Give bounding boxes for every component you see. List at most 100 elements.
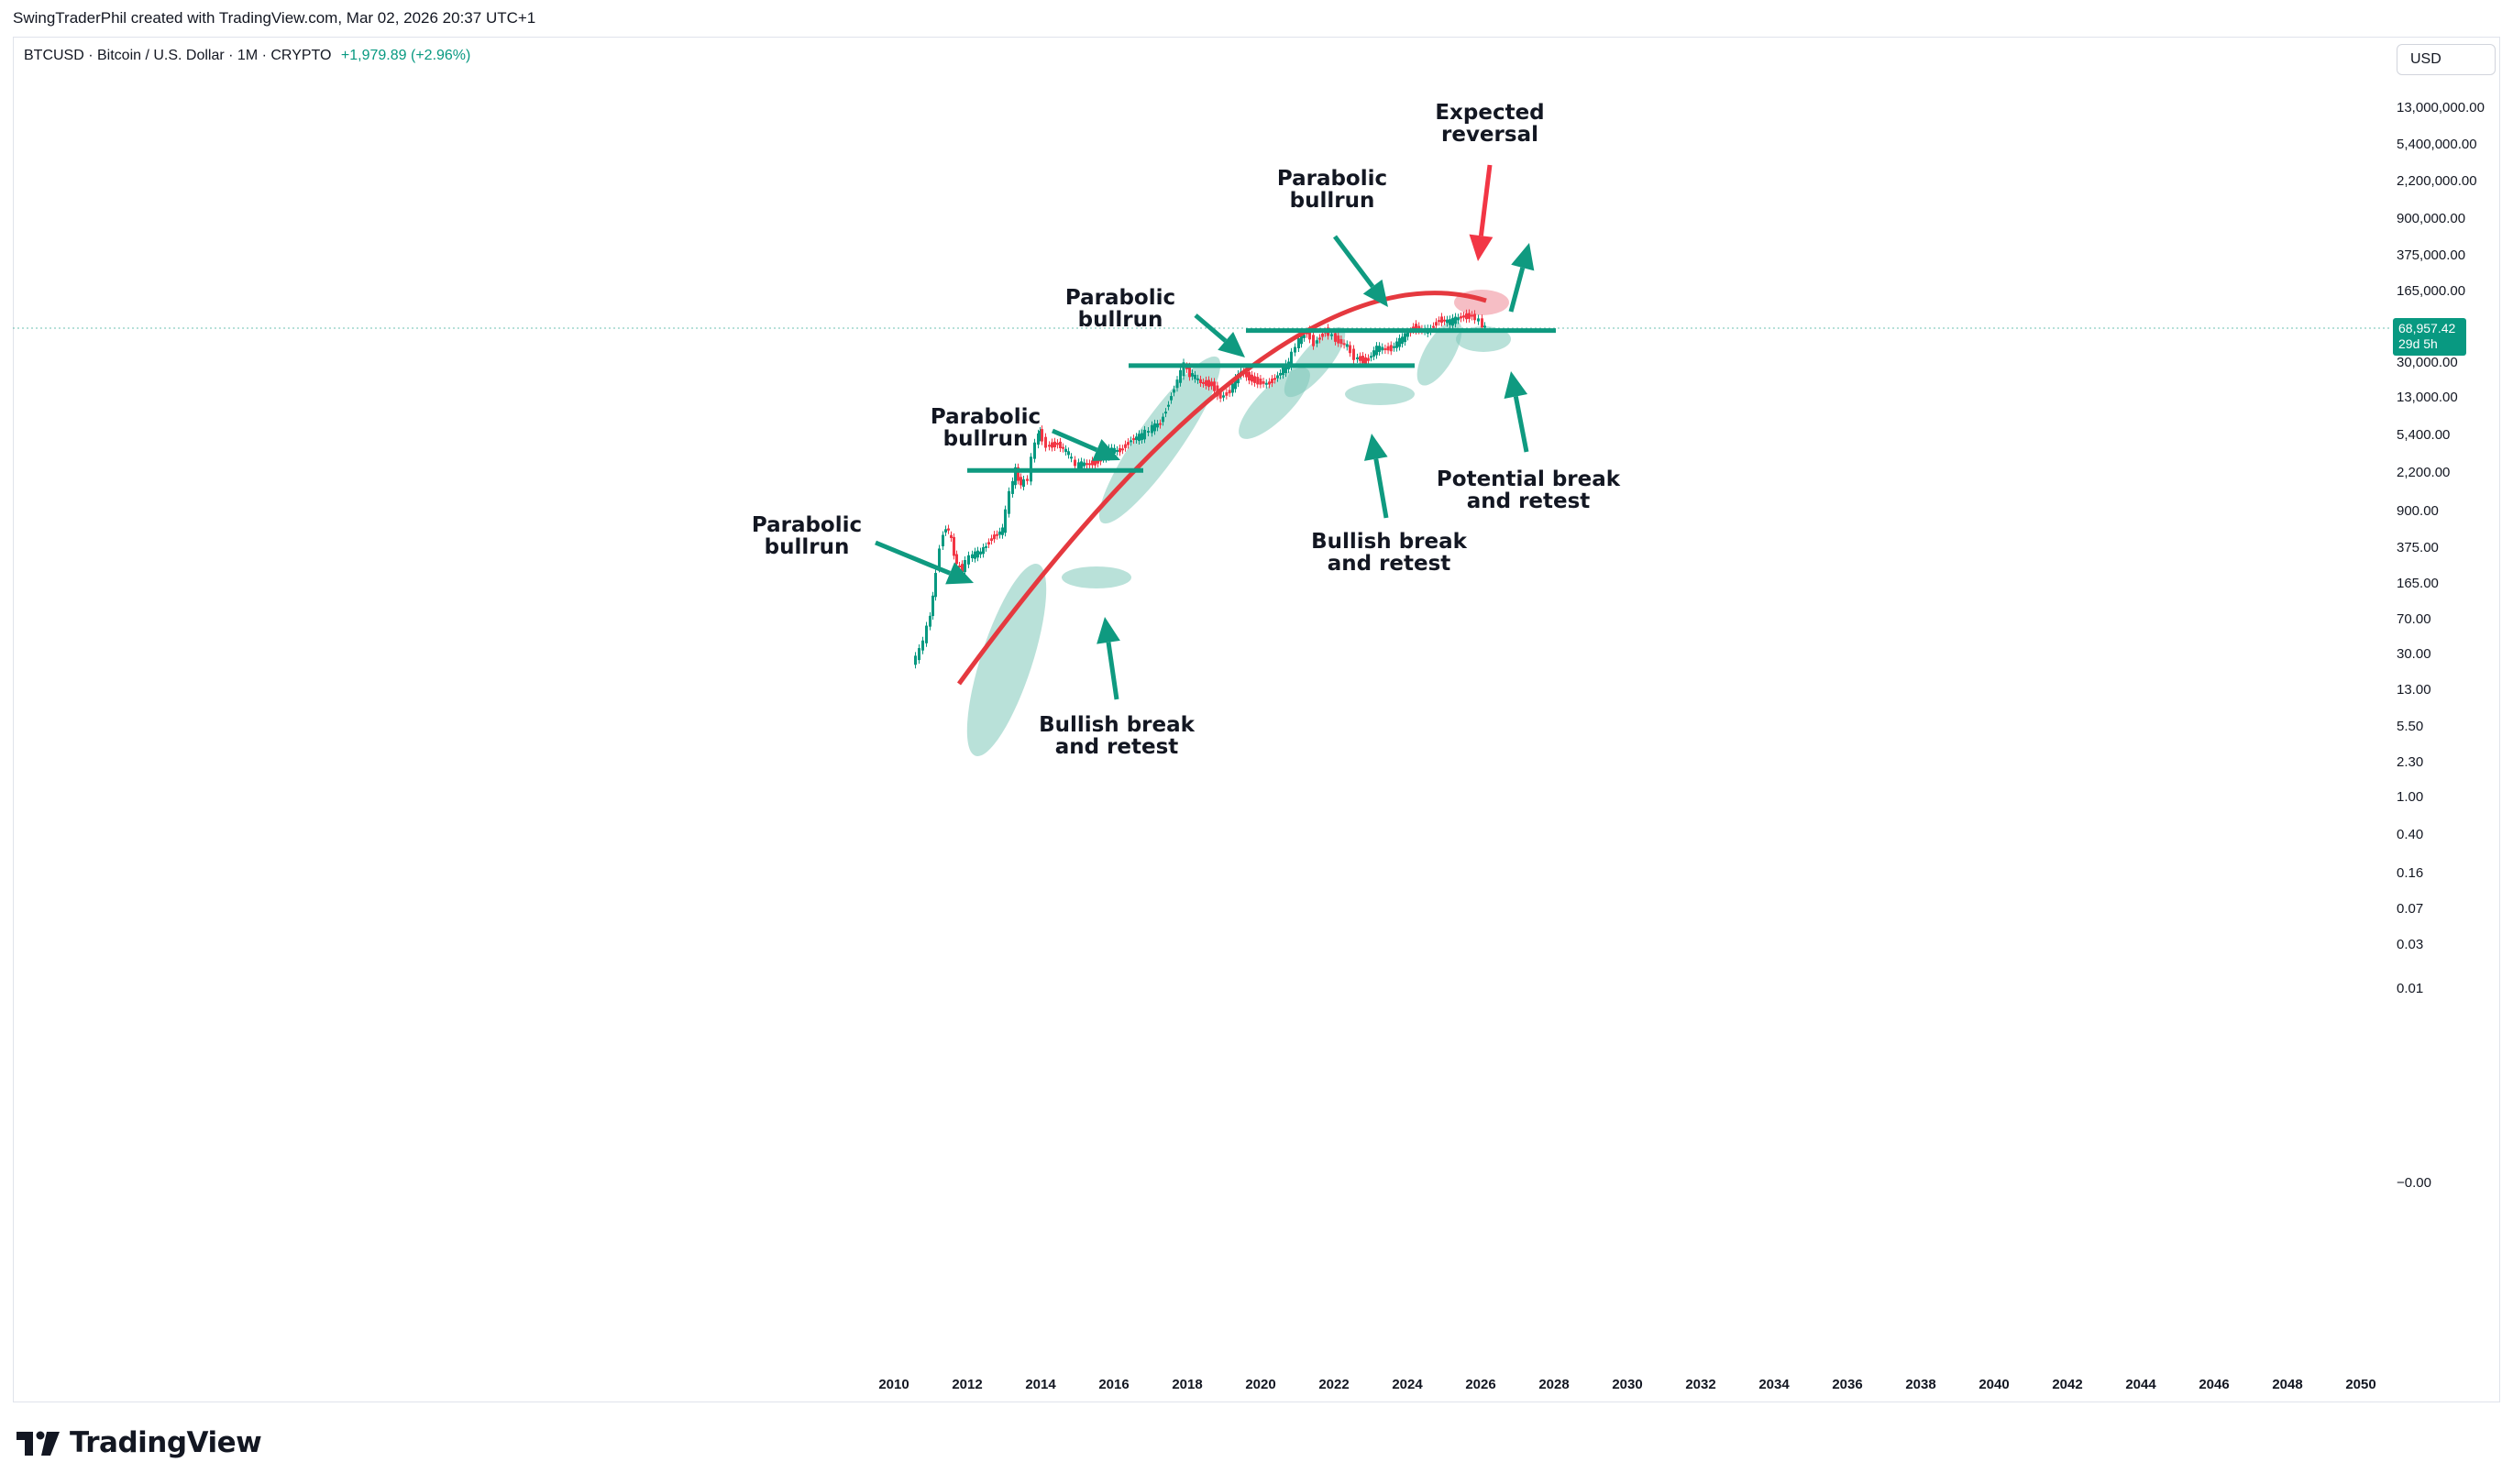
annotation-text: Bullish break: [1311, 530, 1468, 554]
x-tick-label: 2030: [1612, 1377, 1642, 1392]
candle-body: [918, 648, 920, 661]
candle-body: [961, 564, 964, 573]
arrow-head: [1511, 243, 1535, 271]
candle-body: [1460, 316, 1462, 319]
x-axis: 2010 2012 2014 2016 2018 2020 2022 2024 2026 2028…: [878, 1377, 2375, 1392]
candle-body: [1339, 338, 1343, 345]
y-tick-label: 2.30: [2397, 754, 2423, 770]
candle-body: [1395, 341, 1398, 348]
last-price-countdown: 29d 5h: [2398, 336, 2438, 351]
candle-body: [1345, 344, 1349, 347]
annotation-text: Potential break: [1437, 467, 1621, 491]
candle-body: [1446, 319, 1449, 324]
x-tick-label: 2042: [2052, 1377, 2082, 1392]
candle-body: [1051, 442, 1053, 448]
candle-body: [1308, 329, 1311, 340]
last-price-value: 68,957.42: [2398, 321, 2455, 335]
candle-body: [1300, 335, 1303, 345]
candle-body: [1022, 478, 1025, 488]
annotation-text: Parabolic: [1065, 286, 1175, 310]
candle-body: [1164, 412, 1167, 414]
candle-body: [1483, 325, 1486, 328]
candle-body: [1196, 378, 1199, 380]
candle-body: [1383, 347, 1387, 350]
candle-body: [1276, 375, 1279, 379]
price-candles: [914, 309, 1486, 669]
candle-body: [1014, 467, 1017, 486]
candle-body: [1435, 322, 1438, 326]
candle-body: [1135, 436, 1138, 440]
candle-body: [1468, 313, 1471, 319]
candle-body: [1393, 346, 1395, 348]
last-price-box: [2393, 318, 2466, 356]
candle-body: [1282, 368, 1284, 376]
chart-attribution: SwingTraderPhil created with TradingView…: [13, 9, 536, 27]
candle-body: [1454, 316, 1457, 324]
y-tick-label: 900,000.00: [2397, 211, 2465, 226]
x-tick-label: 2048: [2272, 1377, 2302, 1392]
candle-body: [1033, 442, 1036, 459]
candle-body: [1273, 378, 1276, 380]
candle-body: [1088, 463, 1091, 466]
currency-button[interactable]: USD: [2397, 44, 2496, 75]
candle-body: [976, 550, 979, 558]
candle-body: [1001, 527, 1004, 535]
candle-body: [1465, 313, 1468, 320]
arrow-head: [1469, 234, 1493, 261]
candle-body: [1182, 362, 1185, 377]
candle-body: [1008, 490, 1010, 514]
y-tick-label: 900.00: [2397, 503, 2439, 519]
x-tick-label: 2016: [1098, 1377, 1129, 1392]
candle-body: [944, 529, 947, 533]
candle-body: [1011, 480, 1014, 494]
candle-body: [1173, 389, 1175, 393]
candle-body: [1091, 460, 1094, 466]
candle-body: [1337, 335, 1340, 344]
candle-body: [1041, 429, 1043, 442]
candle-body: [1312, 335, 1315, 346]
candle-body: [1471, 314, 1473, 317]
candle-body: [1253, 376, 1256, 383]
highlight-ellipse: [966, 564, 1047, 756]
candle-body: [1352, 348, 1355, 360]
x-tick-label: 2032: [1685, 1377, 1715, 1392]
candle-body: [1432, 325, 1435, 328]
candle-body: [1086, 463, 1088, 466]
tradingview-logo[interactable]: TradingView: [15, 1426, 262, 1459]
annotation-text: and retest: [1467, 489, 1591, 513]
candle-body: [1271, 379, 1273, 384]
candle-body: [990, 538, 993, 542]
annotation-text: Parabolic: [931, 405, 1041, 429]
y-tick-label: 30.00: [2397, 646, 2431, 662]
candle-body: [1143, 429, 1146, 440]
y-tick-label: −0.00: [2397, 1175, 2431, 1191]
candle-body: [1077, 462, 1080, 469]
brand-name: TradingView: [70, 1426, 262, 1459]
y-tick-label: 13,000.00: [2397, 390, 2458, 405]
candle-body: [1284, 363, 1287, 374]
candle-body: [1097, 460, 1099, 464]
candle-body: [1294, 346, 1296, 353]
candle-body: [987, 542, 990, 545]
candle-body: [1141, 433, 1143, 441]
arrow-head: [1218, 331, 1245, 357]
candle-body: [934, 573, 937, 598]
candle-body: [1381, 346, 1384, 351]
candle-body: [1124, 444, 1127, 448]
highlight-ellipse: [1098, 356, 1221, 524]
y-tick-label: 0.40: [2397, 827, 2423, 842]
highlight-ellipse: [1284, 326, 1346, 398]
y-tick-label: 0.07: [2397, 901, 2423, 917]
candle-body: [1116, 449, 1119, 452]
candle-body: [1290, 351, 1293, 368]
annotation-text: bullrun: [1078, 308, 1163, 332]
candle-body: [1053, 441, 1056, 447]
candle-body: [967, 555, 970, 565]
candle-body: [938, 548, 941, 569]
annotation-text: Expected: [1435, 101, 1544, 125]
candle-body: [1245, 371, 1248, 378]
candle-body: [996, 533, 998, 536]
arrow-shaft: [1373, 458, 1389, 519]
x-tick-label: 2018: [1172, 1377, 1202, 1392]
